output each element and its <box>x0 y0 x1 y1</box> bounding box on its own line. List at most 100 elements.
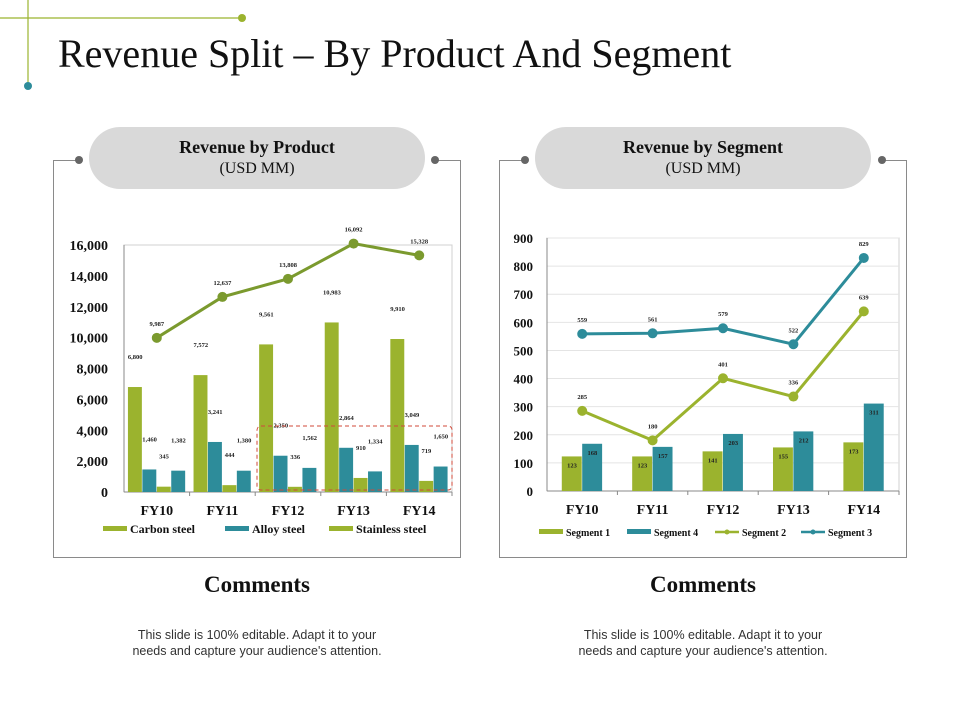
comments-line: This slide is 100% editable. Adapt it to… <box>583 628 823 642</box>
product-comments-text: This slide is 100% editable. Adapt it to… <box>53 627 461 659</box>
line-point <box>718 323 728 334</box>
x-tick-label: FY10 <box>140 504 173 519</box>
product-panel <box>53 160 461 558</box>
data-label: 2,350 <box>273 423 288 430</box>
line-point <box>647 328 658 339</box>
data-label: 579 <box>718 311 729 318</box>
panel-dot <box>521 156 529 164</box>
x-tick-label: FY12 <box>707 503 740 518</box>
data-label: 561 <box>648 316 658 323</box>
line-point <box>718 373 728 384</box>
line-point <box>788 339 799 350</box>
bar <box>127 387 142 492</box>
x-tick-label: FY13 <box>777 503 810 518</box>
y-tick-label: 600 <box>514 315 534 330</box>
y-tick-label: 2,000 <box>77 455 109 470</box>
data-label: 559 <box>577 317 588 324</box>
legend-label: Segment 4 <box>654 528 698 539</box>
data-label: 6,800 <box>128 354 143 361</box>
x-tick-label: FY11 <box>637 503 669 518</box>
panel-dot <box>878 156 886 164</box>
data-label: 3,049 <box>405 412 420 419</box>
data-label: 9,987 <box>149 321 164 328</box>
line-point <box>858 252 869 263</box>
bar <box>582 443 603 491</box>
line-point <box>217 291 228 302</box>
data-label: 829 <box>859 241 870 248</box>
data-label: 1,460 <box>142 436 157 443</box>
data-label: 1,650 <box>434 434 449 441</box>
segment-comments-title: Comments <box>649 572 757 597</box>
data-label: 345 <box>159 454 170 461</box>
legend-swatch <box>539 529 563 534</box>
panel-dot <box>431 156 439 164</box>
data-label: 9,910 <box>390 306 405 313</box>
bar <box>793 431 814 491</box>
legend-label: Stainless steel <box>356 522 427 536</box>
segment-panel <box>499 160 907 558</box>
data-label: 336 <box>290 454 301 461</box>
data-label: 203 <box>728 440 739 447</box>
highlight-box <box>256 425 453 491</box>
x-tick-label: FY14 <box>847 503 880 518</box>
data-label: 9,561 <box>259 311 274 318</box>
y-tick-label: 900 <box>514 231 534 246</box>
data-label: 7,572 <box>193 342 208 349</box>
y-tick-label: 8,000 <box>77 363 109 378</box>
y-tick-label: 500 <box>514 343 534 358</box>
x-tick-label: FY12 <box>272 504 305 519</box>
comments-line: This slide is 100% editable. Adapt it to… <box>137 628 377 642</box>
legend-swatch <box>103 526 127 531</box>
series-line <box>156 242 420 340</box>
data-label: 168 <box>588 450 599 457</box>
bar <box>561 456 582 491</box>
y-tick-label: 300 <box>514 400 534 415</box>
data-label: 180 <box>648 423 658 430</box>
bar <box>324 322 339 492</box>
data-label: 157 <box>658 453 669 460</box>
bar <box>171 470 186 492</box>
data-label: 285 <box>577 394 588 401</box>
segment-heading-pill: Revenue by Segment (USD MM) <box>535 127 871 189</box>
data-label: 639 <box>859 294 870 301</box>
data-label: 10,983 <box>323 289 342 296</box>
product-heading-pill: Revenue by Product (USD MM) <box>89 127 425 189</box>
data-label: 1,334 <box>368 438 383 445</box>
legend-label: Segment 1 <box>566 528 610 539</box>
panel-dot <box>75 156 83 164</box>
y-tick-label: 12,000 <box>70 301 109 316</box>
panel-divider <box>499 160 525 161</box>
line-point <box>788 391 799 402</box>
bar <box>302 467 317 492</box>
legend-swatch <box>724 529 730 535</box>
y-tick-label: 6,000 <box>77 393 109 408</box>
line-point <box>577 405 588 416</box>
y-tick-label: 700 <box>514 287 534 302</box>
data-label: 16,092 <box>345 227 363 234</box>
y-tick-label: 800 <box>514 259 534 274</box>
product-comments-title: Comments <box>203 572 311 597</box>
data-label: 15,328 <box>410 238 429 245</box>
data-label: 444 <box>225 452 236 459</box>
bar <box>723 433 743 491</box>
corner-decoration <box>0 0 246 90</box>
x-tick-label: FY11 <box>206 504 238 519</box>
legend-label: Alloy steel <box>252 522 306 536</box>
comments-line: needs and capture your audience's attent… <box>578 644 828 658</box>
y-tick-label: 4,000 <box>77 424 109 439</box>
bar <box>390 339 405 492</box>
line-point <box>858 306 869 317</box>
data-label: 2,864 <box>339 415 354 422</box>
bar <box>433 466 448 492</box>
segment-heading: Revenue by Segment <box>623 137 783 157</box>
data-label: 401 <box>718 361 728 368</box>
data-label: 1,562 <box>302 435 317 442</box>
data-label: 12,637 <box>213 280 232 287</box>
segment-comments-text: This slide is 100% editable. Adapt it to… <box>499 627 907 659</box>
data-label: 311 <box>869 410 878 417</box>
bar <box>702 451 723 491</box>
page-title: Revenue Split – By Product And Segment <box>58 31 732 76</box>
legend-label: Segment 3 <box>828 528 872 539</box>
x-tick-label: FY13 <box>337 504 370 519</box>
data-label: 719 <box>422 448 433 455</box>
